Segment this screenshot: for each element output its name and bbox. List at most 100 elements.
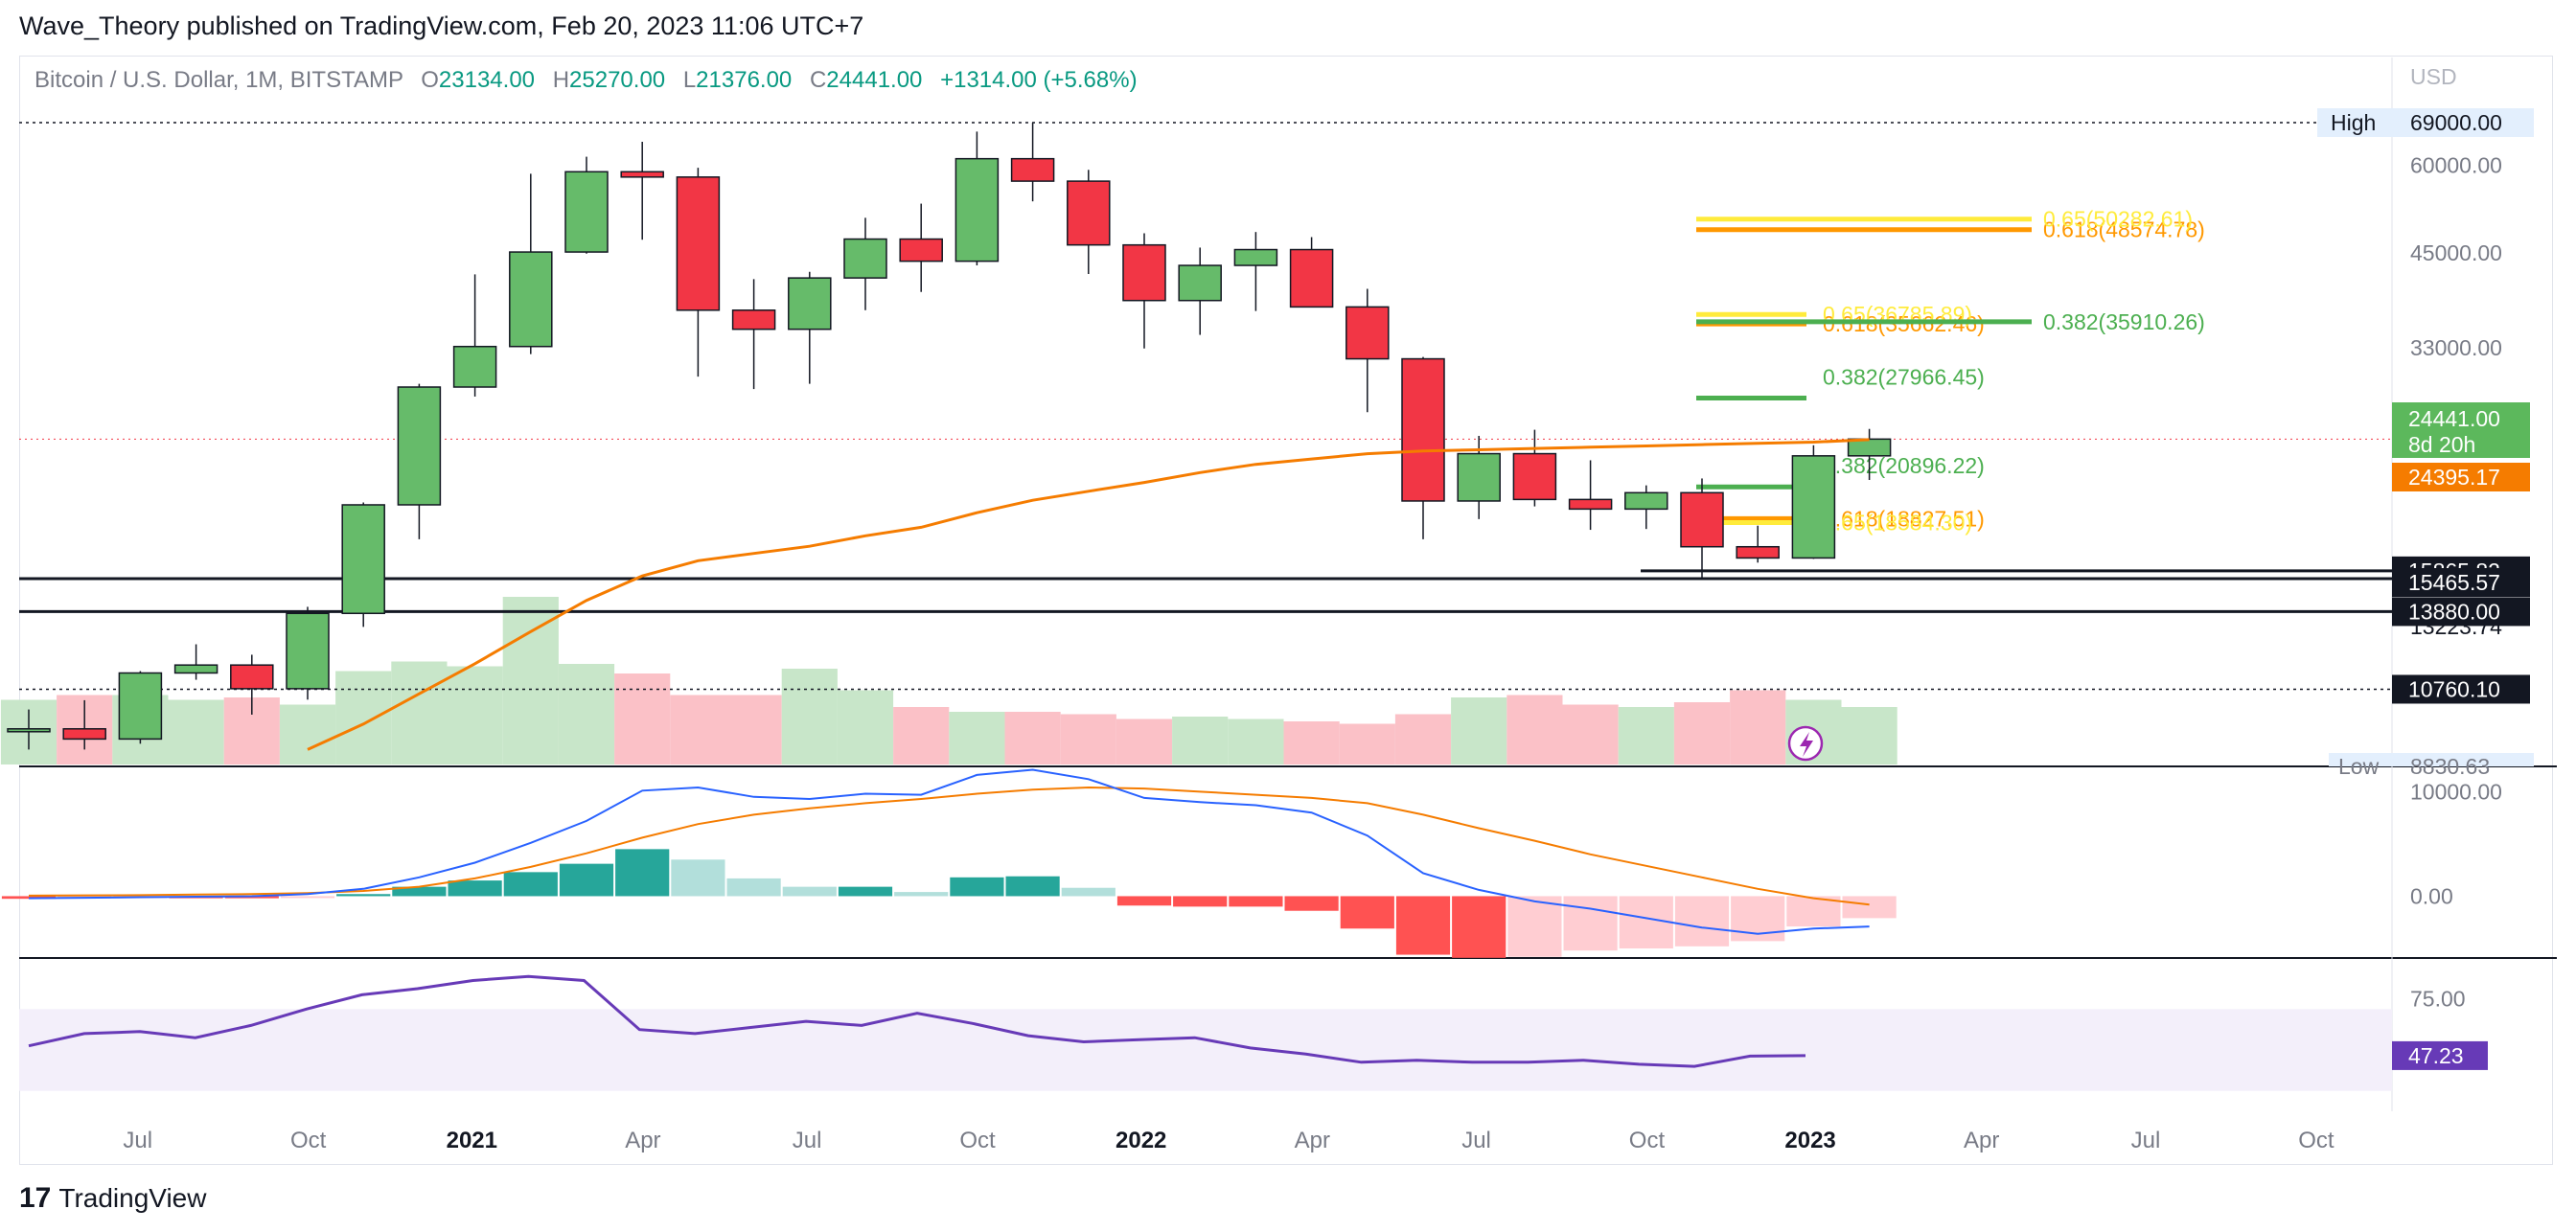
- candle-body: [1736, 545, 1780, 559]
- series-legend: Bitcoin / U.S. Dollar, 1M, BITSTAMP O231…: [34, 67, 1138, 94]
- volume-bar: [168, 699, 224, 764]
- candle-body: [899, 238, 943, 262]
- rsi-band: [19, 1009, 2392, 1091]
- candle-body: [1178, 264, 1222, 302]
- macd-histogram-bar: [1340, 896, 1394, 929]
- macd-histogram-bar: [1674, 896, 1730, 947]
- low-label: Low: [2338, 754, 2380, 779]
- level-price-label: 15465.57: [2408, 570, 2500, 595]
- level-price-bg: [2392, 568, 2530, 597]
- legend-open-label: O: [421, 67, 439, 93]
- volume-bars: [0, 597, 1898, 764]
- macd-histogram-bar: [280, 896, 335, 899]
- volume-bar: [614, 673, 671, 764]
- volume-bar: [335, 671, 392, 764]
- x-tick: Oct: [290, 1128, 327, 1153]
- legend-high-label: H: [552, 67, 570, 93]
- candle-body: [1791, 455, 1836, 559]
- ema-path: [307, 438, 1870, 751]
- y-tick: 45000.00: [2410, 240, 2502, 265]
- candle-body: [731, 309, 776, 331]
- x-tick: Jul: [2131, 1128, 2161, 1153]
- last-price-bg: [2392, 402, 2530, 458]
- volume-bar: [1673, 702, 1731, 764]
- candle-body: [1512, 452, 1557, 501]
- volume-bar: [893, 707, 950, 764]
- macd-histogram-bar: [1173, 896, 1228, 907]
- ema-price-bg: [2392, 463, 2530, 491]
- candle-body: [1624, 491, 1668, 511]
- macd-histogram-bar: [671, 859, 725, 897]
- low-value: 8830.63: [2410, 754, 2490, 779]
- macd-histogram-bar: [1284, 896, 1339, 911]
- volume-bar: [1339, 723, 1395, 764]
- macd-histogram-bar: [615, 849, 670, 897]
- legend-low-label: L: [682, 67, 697, 93]
- volume-bar: [1283, 721, 1340, 764]
- x-tick: Oct: [959, 1128, 996, 1153]
- macd-histogram-bar: [1452, 896, 1506, 958]
- high-label: High: [2331, 110, 2376, 135]
- candle-body: [1568, 498, 1613, 511]
- x-tick: 2022: [1116, 1128, 1166, 1153]
- macd-y-tick: 10000.00: [2410, 779, 2502, 804]
- volume-bar: [502, 597, 559, 764]
- rsi-y-tick: 75.00: [2410, 987, 2466, 1012]
- volume-bar: [279, 704, 336, 764]
- currency-label: USD: [2410, 64, 2457, 89]
- low-marker-bg: [2329, 753, 2534, 766]
- volume-bar: [1841, 707, 1898, 764]
- candle-body: [843, 238, 887, 279]
- lightning-bolt: [1800, 732, 1813, 757]
- volume-bar: [558, 664, 615, 764]
- legend-symbol: Bitcoin / U.S. Dollar, 1M, BITSTAMP: [34, 67, 403, 93]
- candle-body: [620, 171, 664, 178]
- y-tick: 33000.00: [2410, 335, 2502, 360]
- brand-name: TradingView: [58, 1183, 207, 1213]
- macd-histogram-bar: [503, 872, 558, 897]
- volume-bar: [1060, 714, 1116, 764]
- x-tick: Jul: [793, 1128, 822, 1153]
- fib-label: 0.618(18827.51): [1823, 506, 1985, 531]
- rsi-value-label: 47.23: [2408, 1043, 2464, 1068]
- candle-body: [1122, 243, 1166, 302]
- candle-body: [62, 728, 106, 741]
- macd-histogram-bar: [559, 863, 614, 897]
- legend-close: 24441.00: [826, 67, 923, 93]
- candle-body: [1401, 357, 1445, 502]
- rsi-line: [28, 974, 1806, 1068]
- ema-price-label: 24395.17: [2408, 465, 2500, 490]
- legend-high: 25270.00: [569, 67, 666, 93]
- macd-histogram-bar: [1005, 876, 1060, 897]
- x-tick: Oct: [2298, 1128, 2334, 1153]
- macd-histogram-bar: [782, 886, 837, 897]
- candle-body: [788, 277, 832, 331]
- volume-bar: [725, 695, 782, 764]
- volume-bar: [1116, 719, 1173, 764]
- volume-bar: [1004, 712, 1061, 764]
- last-price-label: 24441.00: [2408, 406, 2500, 431]
- candle-body: [286, 612, 330, 690]
- x-tick: 2021: [447, 1128, 497, 1153]
- candle-body: [676, 176, 721, 311]
- fib-label: 0.382(35910.26): [2043, 309, 2205, 334]
- lightning-icon: [1787, 725, 1824, 762]
- footer: 17 TradingView: [19, 1182, 206, 1215]
- volume-bar: [1506, 695, 1563, 764]
- volume-bar: [781, 669, 838, 764]
- level-price-bg: [2392, 674, 2530, 704]
- fib-label: 0.65(18584.30): [1823, 511, 1972, 536]
- legend-change: +1314.00 (+5.68%): [940, 67, 1138, 93]
- macd-histogram-bar: [1061, 887, 1116, 897]
- candle-body: [1680, 491, 1724, 548]
- volume-bar: [949, 712, 1005, 764]
- macd-histogram-bar: [894, 892, 949, 897]
- legend-open: 23134.00: [438, 67, 536, 93]
- macd-histogram-bar: [336, 894, 391, 897]
- candle-body: [452, 345, 497, 388]
- macd-histogram-bar: [1842, 896, 1897, 919]
- high-marker-bg: [2317, 108, 2534, 137]
- macd-histogram-bar: [1619, 896, 1673, 948]
